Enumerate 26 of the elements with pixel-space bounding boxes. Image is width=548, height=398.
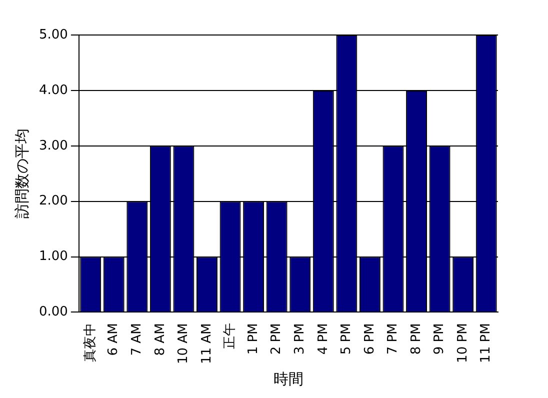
y-tick-label: 0.00 [38, 304, 68, 320]
x-tick-label: 正午 [222, 323, 238, 350]
x-tick-label: 8 PM [408, 323, 424, 355]
x-tick-label: 10 PM [455, 323, 470, 363]
x-tick-label: 真夜中 [82, 323, 98, 362]
x-axis-title: 時間 [273, 370, 304, 388]
y-tick-label: 1.00 [38, 249, 68, 264]
x-tick-label: 10 AM [176, 323, 192, 364]
y-tick-label: 2.00 [38, 194, 68, 209]
x-tick-label: 2 PM [269, 323, 284, 355]
y-axis-title: 訪問数の平均 [12, 128, 31, 219]
x-tick-label: 7 AM [130, 323, 145, 356]
x-tick-label: 11 AM [199, 323, 214, 364]
x-tick-label: 8 AM [152, 323, 168, 356]
x-tick-label: 11 PM [478, 323, 494, 363]
y-tick-label: 5.00 [38, 27, 68, 42]
x-tick-label: 6 AM [106, 323, 122, 356]
x-tick-label: 9 PM [432, 323, 448, 355]
y-tick-label: 4.00 [38, 82, 68, 98]
x-tick-label: 1 PM [246, 323, 261, 355]
x-tick-label: 4 PM [316, 323, 331, 355]
x-tick-label: 7 PM [386, 323, 401, 355]
x-tick-label: 3 PM [292, 323, 308, 355]
y-tick-label: 3.00 [38, 138, 68, 154]
x-tick-label: 6 PM [362, 323, 378, 355]
x-tick-label: 5 PM [339, 323, 354, 355]
